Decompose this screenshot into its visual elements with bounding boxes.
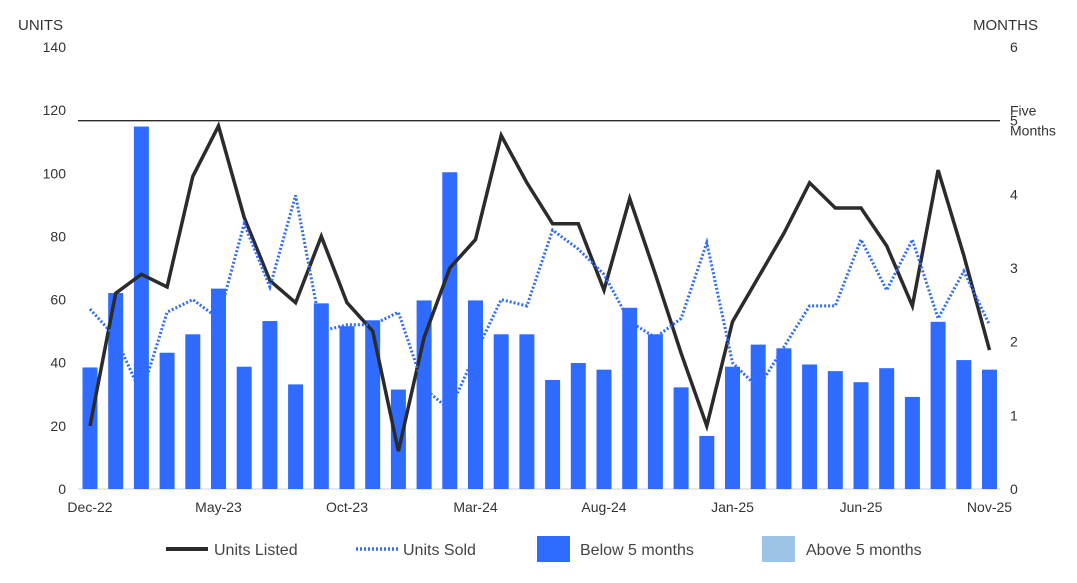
left-tick-label: 40 [50,355,66,371]
bar [339,326,355,489]
lines-layer [88,121,992,452]
legend-item: Above 5 months [762,536,922,562]
bar [262,321,278,489]
bar [211,288,226,489]
bar [313,303,329,489]
legend-item: Units Sold [356,542,476,559]
legend: Units Listed Units Sold Below 5 months Abov… [166,536,922,562]
left-tick-label: 20 [50,418,66,434]
x-tick-label: Jun-25 [840,499,883,515]
right-tick-label: 3 [1010,260,1018,276]
bar [185,334,201,489]
bar [879,368,895,489]
left-tick-label: 60 [50,292,66,308]
reference-label-line2: Months [1010,123,1056,139]
legend-label: Units Sold [403,542,476,559]
bar [904,396,920,489]
bar [853,382,869,489]
left-tick-label: 0 [58,481,66,497]
legend-label: Above 5 months [806,542,922,559]
bar [493,334,509,489]
legend-label: Below 5 months [580,542,694,559]
right-tick-label: 0 [1010,481,1018,497]
bar [108,293,124,489]
left-tick-label: 100 [43,165,67,181]
bar [442,172,458,489]
legend-item: Units Listed [166,542,298,559]
axes-layer: UNITS MONTHS 0 20 40 60 80 100 120 140 0 1 2 3 4 5 6 Dec-… [18,17,1038,515]
right-tick-label: 4 [1010,186,1018,202]
bar [133,126,149,489]
right-tick-label: 1 [1010,407,1018,423]
right-tick-label: 6 [1010,39,1018,55]
bar [699,435,715,489]
x-tick-label: Oct-23 [326,499,368,515]
bar [236,366,252,489]
bar [416,300,432,489]
bar [570,363,586,489]
bar [622,307,638,489]
bar [596,369,612,489]
legend-swatch-box [537,536,570,562]
left-tick-label: 120 [43,102,67,118]
bar [725,366,740,489]
bar [802,364,818,489]
bar [365,320,381,489]
right-tick-label: 5 [1010,113,1018,129]
bar [545,379,561,489]
x-tick-label: Nov-25 [967,499,1012,515]
bar [159,352,175,489]
x-tick-label: Aug-24 [581,499,626,515]
units-listed-line [88,121,992,452]
x-tick-label: May-23 [195,499,242,515]
left-tick-label: 140 [43,39,67,55]
bar [956,360,972,489]
x-tick-label: Dec-22 [67,499,112,515]
right-tick-label: 2 [1010,334,1018,350]
units-sold-line [88,194,991,413]
bar [390,389,406,489]
legend-label: Units Listed [214,542,298,559]
bar [82,367,98,489]
bar [519,334,535,489]
legend-swatch-box [762,536,795,562]
left-tick-label: 80 [50,228,66,244]
reference-label-line1: Five [1010,103,1037,119]
legend-item: Below 5 months [537,536,694,562]
bar [288,384,304,489]
bar [673,387,689,489]
bar [776,348,792,489]
bar [468,300,483,489]
x-tick-label: Mar-24 [453,499,498,515]
bar [750,344,766,489]
right-axis-title: MONTHS [973,17,1038,34]
bars-layer [82,126,997,489]
bar [982,369,997,489]
left-axis-title: UNITS [18,17,63,34]
reference-layer: Five Months [78,103,1056,139]
bar [827,371,843,489]
bar [930,321,946,489]
x-tick-label: Jan-25 [711,499,754,515]
bar [647,334,663,489]
